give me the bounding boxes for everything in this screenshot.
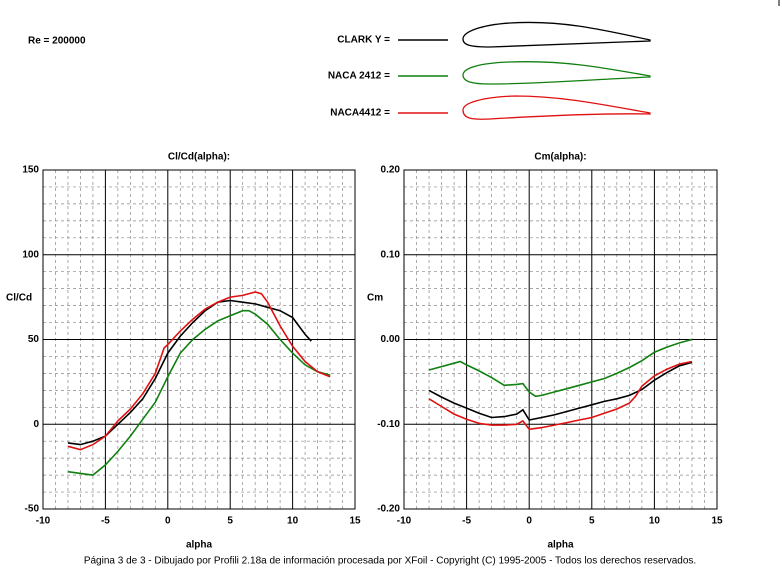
x-tick-label: -10 bbox=[397, 516, 412, 527]
chart-title: Cl/Cd(alpha): bbox=[168, 152, 230, 163]
legend: CLARK Y = NACA 2412 = NACA4412 = bbox=[328, 21, 651, 120]
x-axis-label: alpha bbox=[547, 540, 574, 551]
x-axis-label: alpha bbox=[186, 540, 213, 551]
x-tick-label: 10 bbox=[649, 516, 661, 527]
plot-frame bbox=[403, 169, 718, 510]
x-tick-label: 10 bbox=[287, 516, 299, 527]
y-axis-label: Cm bbox=[367, 293, 383, 304]
x-tick-label: 15 bbox=[711, 516, 723, 527]
y-tick-label: 50 bbox=[28, 334, 40, 345]
airfoil-shape bbox=[462, 95, 651, 120]
x-tick-label: -5 bbox=[101, 516, 110, 527]
series-line bbox=[428, 361, 693, 421]
x-tick-label: -10 bbox=[36, 516, 51, 527]
y-tick-label: -50 bbox=[25, 504, 40, 515]
y-tick-label: 0 bbox=[33, 419, 39, 430]
footer: Página 3 de 3 - Dibujado por Profili 2.1… bbox=[84, 556, 696, 567]
x-tick-label: 5 bbox=[589, 516, 595, 527]
x-tick-label: 5 bbox=[227, 516, 233, 527]
airfoil-shape bbox=[462, 61, 651, 85]
reynolds-label: Re = 200000 bbox=[28, 36, 86, 47]
plot-frame bbox=[42, 169, 356, 510]
legend-label: CLARK Y = bbox=[337, 35, 390, 46]
x-tick-label: -5 bbox=[462, 516, 471, 527]
chart-title: Cm(alpha): bbox=[534, 152, 586, 163]
airfoil-shape bbox=[462, 21, 651, 48]
legend-label: NACA4412 = bbox=[330, 108, 390, 119]
x-tick-label: 0 bbox=[526, 516, 532, 527]
series-line bbox=[67, 309, 331, 476]
series-line bbox=[428, 360, 693, 431]
x-tick-label: 15 bbox=[349, 516, 361, 527]
y-tick-label: -0.10 bbox=[377, 419, 400, 430]
y-tick-label: 100 bbox=[22, 249, 39, 260]
legend-label: NACA 2412 = bbox=[328, 71, 390, 82]
y-tick-label: -0.20 bbox=[377, 504, 400, 515]
y-axis-label: Cl/Cd bbox=[6, 293, 32, 304]
series-line bbox=[67, 291, 331, 451]
y-tick-label: 0.10 bbox=[381, 249, 401, 260]
y-tick-label: 150 bbox=[22, 165, 39, 176]
y-tick-label: 0.00 bbox=[381, 334, 401, 345]
series-line bbox=[428, 338, 693, 398]
x-tick-label: 0 bbox=[165, 516, 171, 527]
y-tick-label: 0.20 bbox=[381, 165, 401, 176]
